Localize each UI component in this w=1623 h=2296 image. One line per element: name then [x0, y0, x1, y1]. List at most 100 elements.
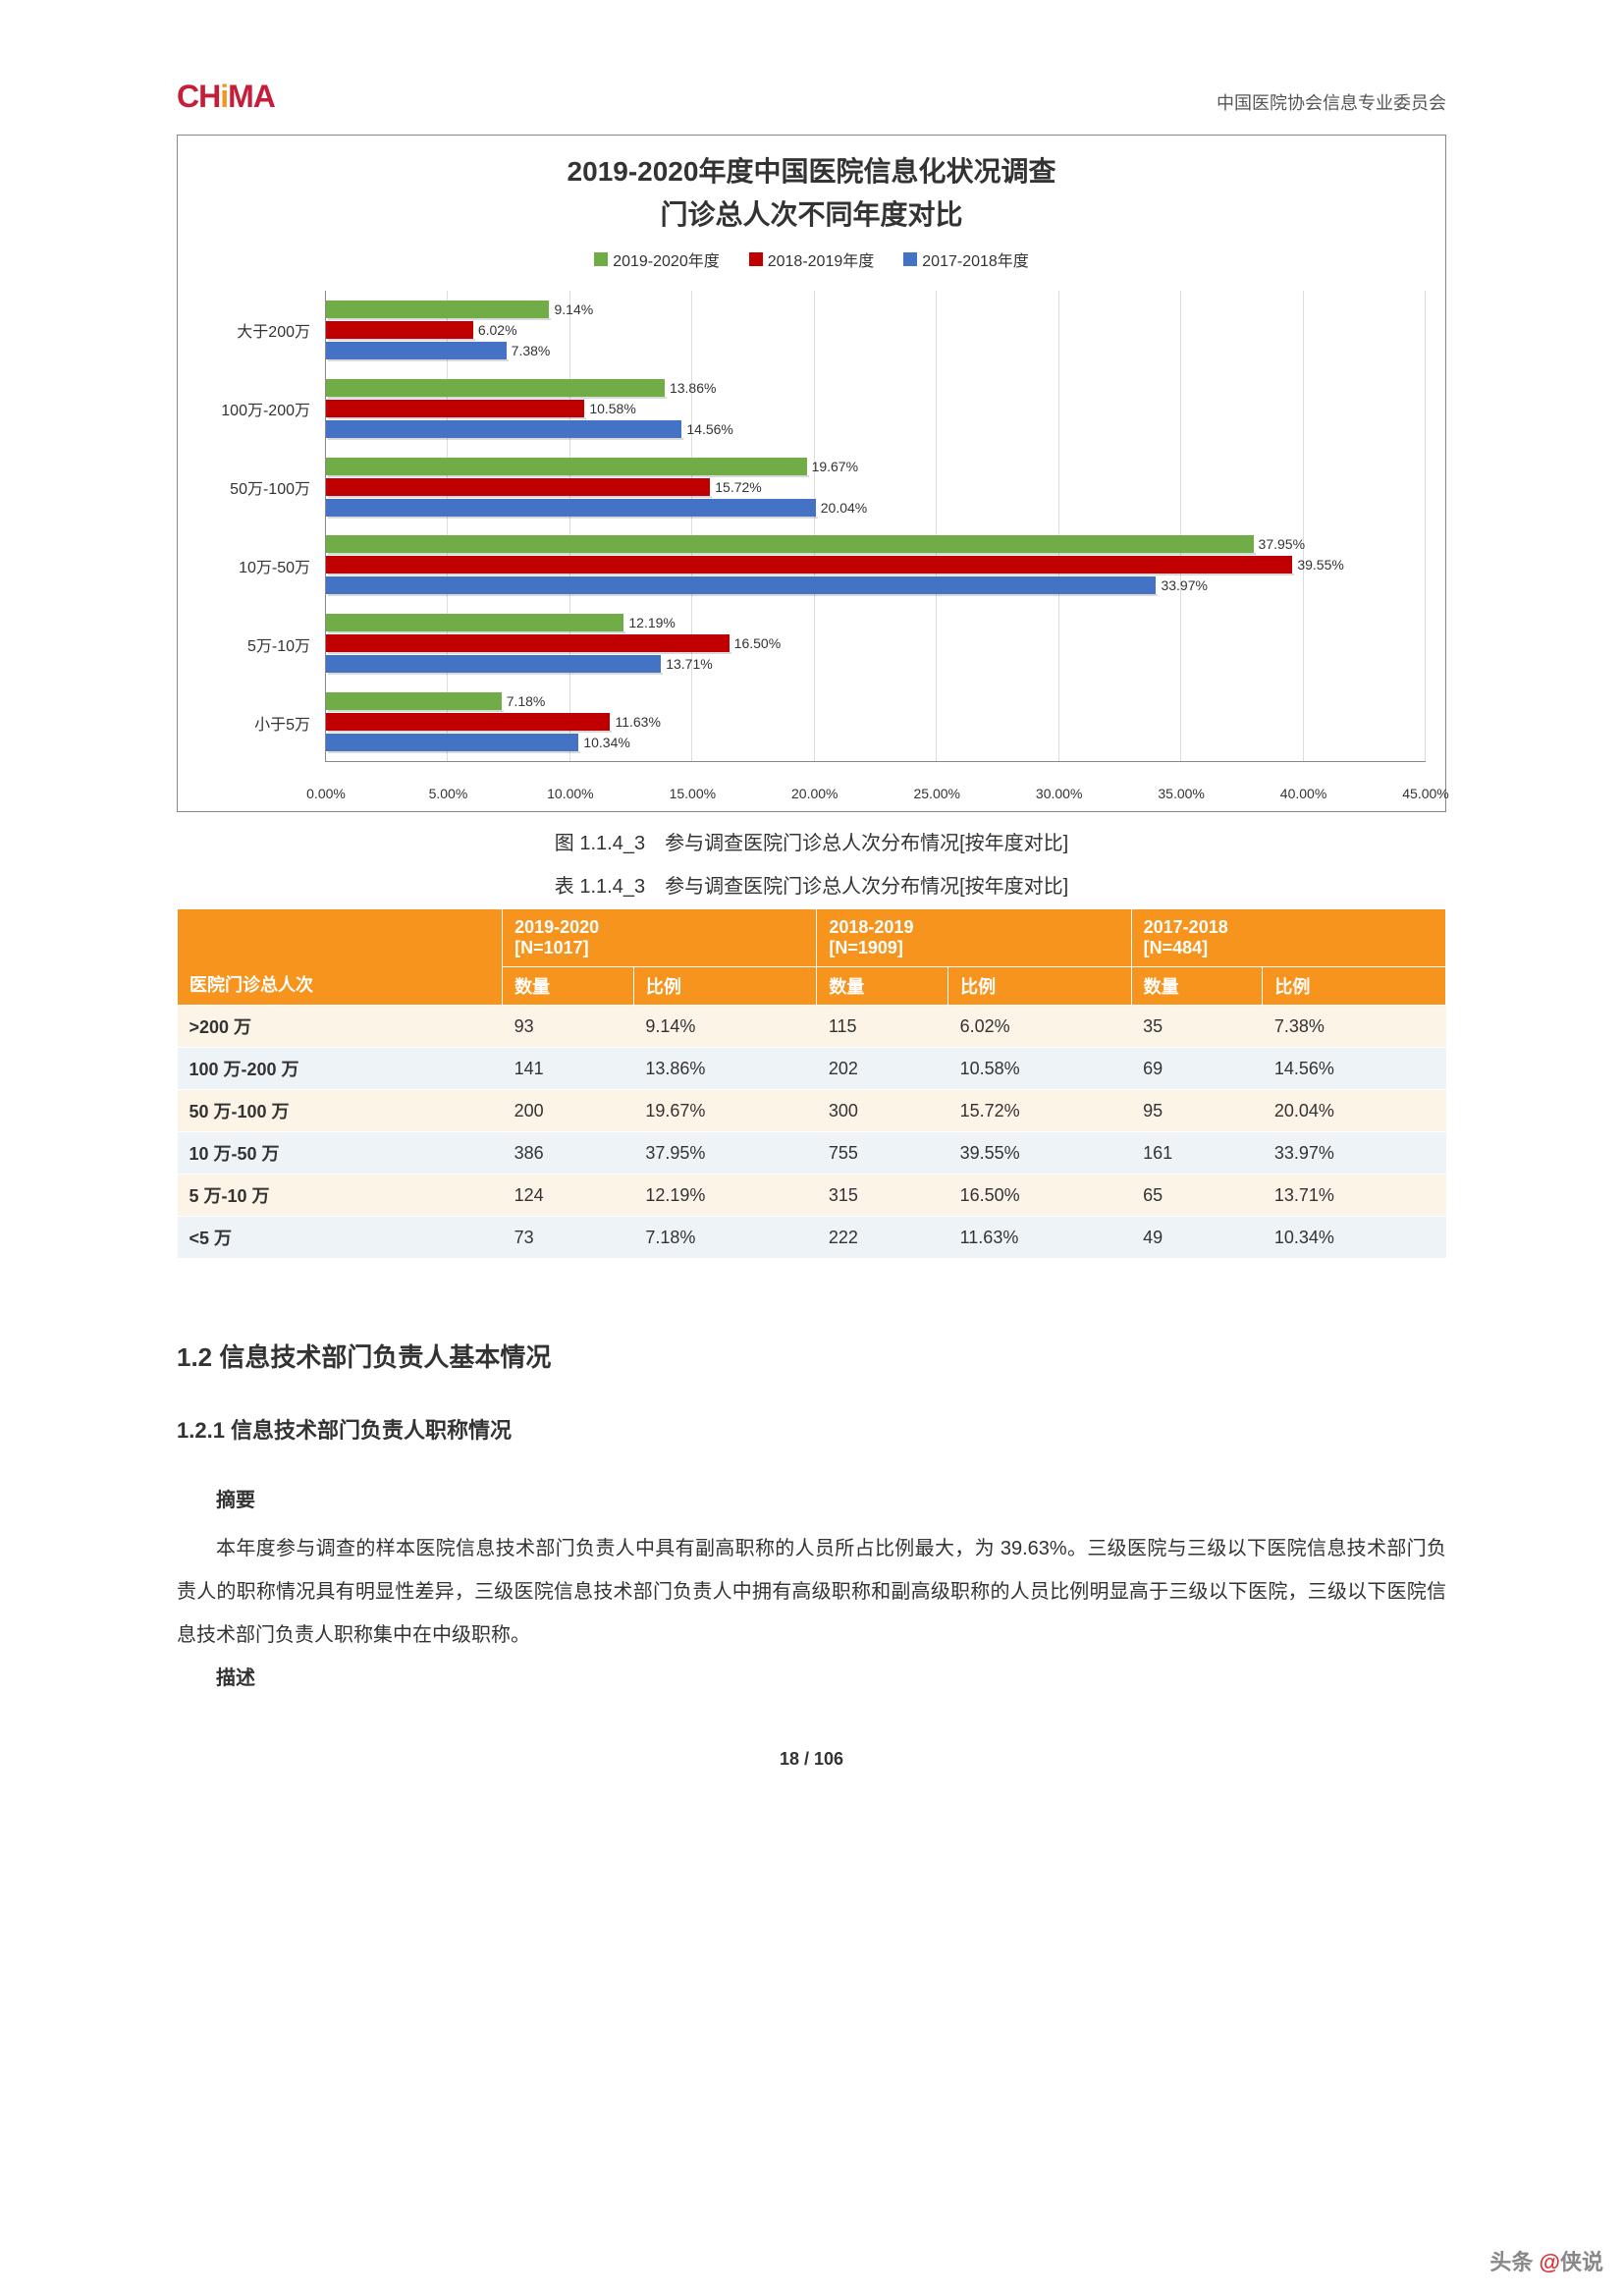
bar — [326, 655, 661, 673]
table-cell: 124 — [503, 1175, 634, 1217]
table-row-label: 100 万-200 万 — [178, 1048, 503, 1090]
y-category-label: 小于5万 — [197, 683, 320, 762]
bar — [326, 734, 578, 751]
x-tick-label: 40.00% — [1280, 786, 1326, 801]
table-cell: 65 — [1131, 1175, 1263, 1217]
figure-caption: 图 1.1.4_3 参与调查医院门诊总人次分布情况[按年度对比] — [177, 827, 1446, 855]
legend-label: 2018-2019年度 — [768, 247, 875, 271]
bar-value-label: 20.04% — [821, 500, 867, 516]
bar-wrap: 37.95% — [326, 535, 1426, 553]
table-cell: 115 — [817, 1006, 948, 1048]
table-subcol-header: 数量 — [817, 967, 948, 1006]
table-subcol-header: 数量 — [1131, 967, 1263, 1006]
legend-label: 2019-2020年度 — [613, 247, 720, 271]
bar-wrap: 16.50% — [326, 634, 1426, 652]
table-cell: 12.19% — [633, 1175, 817, 1217]
watermark: 头条 @侠说 — [1489, 2245, 1603, 2276]
table-row-label: >200 万 — [178, 1006, 503, 1048]
abstract-label: 摘要 — [177, 1484, 1446, 1512]
table-cell: 6.02% — [948, 1006, 1132, 1048]
bar-group: 7.18% 11.63% 10.34% — [326, 683, 1426, 761]
page-header: CHiMA 中国医院协会信息专业委员会 — [177, 79, 1446, 115]
bar-wrap: 15.72% — [326, 478, 1426, 496]
plot-area: 9.14%6.02%7.38%13.86%10.58%14.56%19.67%1… — [325, 291, 1426, 762]
bar-wrap: 14.56% — [326, 420, 1426, 438]
x-tick-label: 30.00% — [1036, 786, 1082, 801]
bar-value-label: 16.50% — [734, 635, 781, 651]
table-cell: 315 — [817, 1175, 948, 1217]
table-group-header: 2018-2019[N=1909] — [817, 909, 1131, 967]
legend-item: 2017-2018年度 — [903, 247, 1029, 271]
logo: CHiMA — [177, 79, 275, 115]
table-cell: 202 — [817, 1048, 948, 1090]
table-row-label: 50 万-100 万 — [178, 1090, 503, 1132]
bar-value-label: 14.56% — [686, 421, 732, 437]
x-tick-label: 25.00% — [913, 786, 959, 801]
table-body: >200 万939.14%1156.02%357.38%100 万-200 万1… — [178, 1006, 1446, 1259]
x-tick-label: 20.00% — [791, 786, 838, 801]
bar — [326, 614, 623, 631]
table-row-label: 5 万-10 万 — [178, 1175, 503, 1217]
table-group-header: 2017-2018[N=484] — [1131, 909, 1445, 967]
bar-wrap: 7.38% — [326, 342, 1426, 359]
table-row: <5 万737.18%22211.63%4910.34% — [178, 1217, 1446, 1259]
data-table: 医院门诊总人次2019-2020[N=1017]2018-2019[N=1909… — [177, 908, 1446, 1259]
table-cell: 7.38% — [1263, 1006, 1446, 1048]
bar — [326, 478, 710, 496]
bar-wrap: 6.02% — [326, 321, 1426, 339]
table-row: 100 万-200 万14113.86%20210.58%6914.56% — [178, 1048, 1446, 1090]
watermark-prefix: 头条 — [1489, 2250, 1539, 2274]
y-category-label: 大于200万 — [197, 291, 320, 369]
bar-value-label: 10.58% — [589, 401, 635, 416]
bar-value-label: 33.97% — [1161, 577, 1207, 593]
x-tick-label: 35.00% — [1158, 786, 1204, 801]
page-footer: 18 / 106 — [177, 1749, 1446, 1770]
legend-swatch — [749, 252, 763, 266]
table-caption: 表 1.1.4_3 参与调查医院门诊总人次分布情况[按年度对比] — [177, 870, 1446, 899]
table-cell: 141 — [503, 1048, 634, 1090]
chart-area: 大于200万100万-200万50万-100万10万-50万5万-10万小于5万… — [197, 291, 1426, 792]
chart-title-line1: 2019-2020年度中国医院信息化状况调查 — [197, 150, 1426, 190]
table-subcol-header: 数量 — [503, 967, 634, 1006]
y-category-label: 100万-200万 — [197, 369, 320, 448]
table-row-label: <5 万 — [178, 1217, 503, 1259]
bar — [326, 420, 681, 438]
bar — [326, 634, 730, 652]
bar-value-label: 39.55% — [1297, 557, 1343, 573]
bar — [326, 400, 584, 417]
table-cell: 13.71% — [1263, 1175, 1446, 1217]
bar-value-label: 15.72% — [715, 479, 761, 495]
bar-group: 19.67% 15.72% 20.04% — [326, 448, 1426, 526]
bars-container: 9.14%6.02%7.38%13.86%10.58%14.56%19.67%1… — [326, 291, 1426, 761]
bar-value-label: 6.02% — [478, 322, 517, 338]
bar-value-label: 7.38% — [512, 343, 551, 358]
bar-wrap: 11.63% — [326, 713, 1426, 731]
table-row: >200 万939.14%1156.02%357.38% — [178, 1006, 1446, 1048]
table-group-header: 2019-2020[N=1017] — [503, 909, 817, 967]
x-tick-label: 5.00% — [429, 786, 468, 801]
table-cell: 37.95% — [633, 1132, 817, 1175]
bar — [326, 692, 502, 710]
table-cell: 49 — [1131, 1217, 1263, 1259]
bar-wrap: 20.04% — [326, 499, 1426, 517]
bar-value-label: 19.67% — [812, 459, 858, 474]
chart-title-line2: 门诊总人次不同年度对比 — [197, 193, 1426, 233]
bar — [326, 556, 1292, 574]
table-row: 5 万-10 万12412.19%31516.50%6513.71% — [178, 1175, 1446, 1217]
bar-wrap: 10.34% — [326, 734, 1426, 751]
bar-group: 9.14%6.02%7.38% — [326, 291, 1426, 369]
y-axis: 大于200万100万-200万50万-100万10万-50万5万-10万小于5万 — [197, 291, 320, 762]
bar-wrap: 39.55% — [326, 556, 1426, 574]
table-cell: 33.97% — [1263, 1132, 1446, 1175]
bar-wrap: 7.18% — [326, 692, 1426, 710]
table-cell: 19.67% — [633, 1090, 817, 1132]
table-row: 50 万-100 万20019.67%30015.72%9520.04% — [178, 1090, 1446, 1132]
y-category-label: 10万-50万 — [197, 526, 320, 605]
bar-wrap: 33.97% — [326, 576, 1426, 594]
table-cell: 35 — [1131, 1006, 1263, 1048]
table-cell: 14.56% — [1263, 1048, 1446, 1090]
bar-value-label: 7.18% — [507, 693, 546, 709]
table-cell: 755 — [817, 1132, 948, 1175]
description-label: 描述 — [177, 1662, 1446, 1690]
legend-item: 2018-2019年度 — [749, 247, 875, 271]
